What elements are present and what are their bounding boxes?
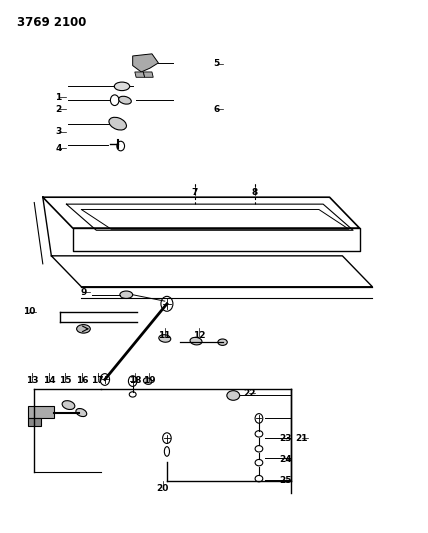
Ellipse shape [129,392,136,397]
Circle shape [161,296,173,311]
Ellipse shape [255,459,263,466]
Text: 23: 23 [279,434,292,442]
Ellipse shape [120,291,133,298]
Text: 10: 10 [23,308,35,316]
Ellipse shape [159,335,171,342]
Ellipse shape [164,447,169,456]
Text: 15: 15 [59,376,71,385]
Text: 2: 2 [56,105,62,114]
Circle shape [110,95,119,106]
Text: 9: 9 [81,288,87,296]
Text: 8: 8 [252,189,258,197]
Circle shape [255,414,263,423]
Ellipse shape [109,117,126,130]
Text: 1: 1 [56,93,62,101]
Text: 21: 21 [295,434,308,442]
Ellipse shape [62,401,75,409]
Circle shape [163,433,171,443]
Text: 16: 16 [76,376,89,385]
Text: 3769 2100: 3769 2100 [17,16,86,29]
Ellipse shape [227,391,240,400]
Text: 14: 14 [43,376,56,385]
Ellipse shape [119,96,131,104]
Ellipse shape [190,337,202,345]
Polygon shape [135,72,145,77]
Text: 6: 6 [214,105,220,114]
Text: 13: 13 [26,376,39,385]
Ellipse shape [255,431,263,437]
Ellipse shape [77,325,90,333]
Circle shape [100,374,110,385]
Text: 18: 18 [128,376,141,385]
Text: 19: 19 [143,376,155,385]
Ellipse shape [143,378,152,384]
Ellipse shape [255,475,263,482]
Polygon shape [28,418,41,426]
Circle shape [117,141,125,151]
Text: 22: 22 [243,389,256,398]
Text: 11: 11 [158,332,171,340]
Text: 4: 4 [56,144,62,152]
Text: 5: 5 [214,60,220,68]
Circle shape [128,376,137,386]
Ellipse shape [114,82,130,91]
Ellipse shape [76,408,87,417]
Polygon shape [28,406,54,418]
Text: 12: 12 [193,332,205,340]
Polygon shape [143,72,153,77]
Text: 20: 20 [157,484,169,493]
Text: 7: 7 [192,189,198,197]
Text: 24: 24 [279,455,292,464]
Text: 25: 25 [279,477,292,485]
Text: 17: 17 [91,376,104,385]
Text: 3: 3 [56,127,62,136]
Ellipse shape [255,446,263,452]
Polygon shape [133,54,158,72]
Ellipse shape [218,339,227,345]
